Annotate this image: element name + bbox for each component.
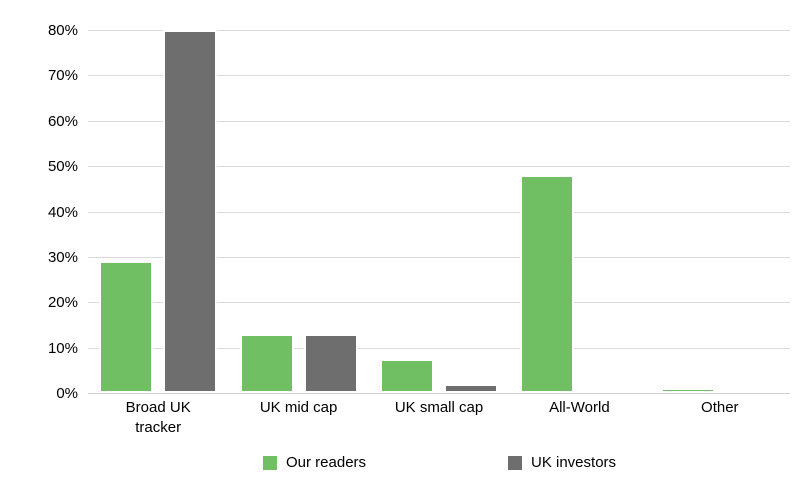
legend-label-series2: UK investors: [531, 454, 617, 471]
gridline-20: [88, 302, 790, 304]
x-axis-label-3: UK small cap: [394, 399, 484, 416]
legend-item-series2: UK investors: [508, 454, 616, 471]
bar-group-2: [228, 30, 368, 393]
gridline-10: [88, 347, 790, 349]
y-tick-label-80: 80%: [47, 22, 78, 39]
x-axis-label-5: Other: [701, 399, 739, 416]
bar-gray-5: [724, 389, 779, 393]
legend-label-series1: Our readers: [286, 454, 367, 471]
bar-green-2: [239, 334, 294, 393]
gridline-70: [88, 75, 790, 77]
plot-area: [88, 30, 790, 394]
bar-group-3: [369, 30, 509, 393]
gridline-30: [88, 256, 790, 258]
gridline-80: [88, 30, 790, 31]
bar-gray-2: [303, 334, 358, 393]
bar-green-5: [660, 388, 715, 393]
legend-swatch-green: [263, 455, 277, 470]
y-tick-label-50: 50%: [47, 158, 78, 176]
y-tick-label-30: 30%: [47, 248, 78, 266]
bar-group-5: [650, 30, 790, 393]
bar-green-1: [99, 261, 154, 393]
x-axis-line: [88, 393, 790, 394]
y-tick-label-10: 10%: [47, 339, 78, 357]
x-axis-label-2: UK mid cap: [259, 399, 338, 416]
bar-group-1: [88, 30, 228, 393]
chart-legend: Our readers UK investors: [0, 452, 800, 476]
bar-group-4: [509, 30, 649, 393]
bar-green-4: [520, 175, 575, 393]
bar-gray-4: [584, 389, 639, 393]
bar-green-3: [379, 358, 434, 393]
gridline-50: [88, 166, 790, 168]
y-tick-label-0: 0%: [56, 385, 78, 402]
legend-item-series1: Our readers: [263, 454, 366, 471]
x-axis-label-4: All-World: [549, 399, 610, 416]
gridline-60: [88, 120, 790, 122]
legend-swatch-gray: [508, 455, 522, 470]
y-tick-label-70: 70%: [47, 67, 78, 85]
bar-gray-3: [443, 383, 498, 393]
x-axis-label-1: Broad UK tracker: [125, 399, 191, 436]
y-tick-label-60: 60%: [47, 112, 78, 130]
y-tick-label-20: 20%: [47, 294, 78, 312]
gridline-40: [88, 211, 790, 213]
y-tick-label-40: 40%: [47, 203, 78, 221]
x-axis-labels: Broad UK tracker UK mid cap UK small cap All…: [88, 398, 790, 442]
bar-gray-1: [163, 30, 218, 393]
